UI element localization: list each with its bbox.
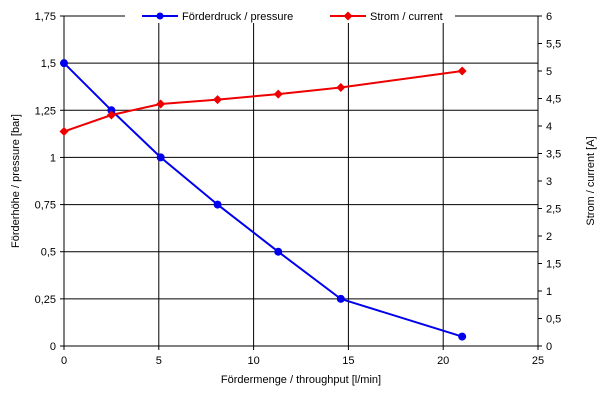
y2-tick-label: 2,5 [546,204,561,216]
y2-tick-label: 6 [546,11,552,23]
data-point [106,110,116,120]
y-tick-label: 1,75 [35,11,56,23]
legend-label-current: Strom / current [370,11,443,23]
y-tick-label: 0 [50,341,56,353]
grid [64,16,538,346]
data-point [274,247,283,256]
series [59,59,467,341]
x-axis-title: Fördermenge / throughput [l/min] [221,374,381,386]
y2-tick-label: 1,5 [546,259,561,271]
data-point [458,332,467,341]
y2-tick-label: 0 [546,341,552,353]
legend-marker-current [343,11,353,21]
data-point [273,89,283,99]
data-point [60,59,68,68]
data-point [156,153,165,162]
y-axis-title: Förderhöhe / pressure [bar] [10,114,22,248]
y-tick-label: 1,25 [35,105,56,117]
y2-tick-label: 4,5 [546,94,561,106]
y-tick-label: 0,75 [35,200,56,212]
series-pressure [60,59,467,341]
y-tick-label: 1,5 [41,58,56,70]
y2-tick-label: 3,5 [546,149,561,161]
y2-axis-title: Strom / current [A] [585,136,597,225]
data-point [59,127,69,136]
legend: Förderdruck / pressure Strom / current [125,9,455,23]
x-tick-label: 25 [532,355,544,367]
y2-tick-label: 5 [546,66,552,78]
y-tick-label: 0,5 [41,247,56,259]
x-tick-label: 0 [61,355,67,367]
legend-marker-pressure [156,12,164,20]
x-tick-label: 15 [342,355,354,367]
data-point [336,83,346,92]
data-point [156,99,166,109]
data-point [213,95,223,105]
y2-tick-label: 4 [546,121,552,133]
data-point [457,66,467,76]
x-tick-label: 5 [156,355,162,367]
legend-background [125,9,455,23]
y2-tick-label: 1 [546,286,552,298]
y2-tick-label: 5,5 [546,39,561,51]
y2-tick-label: 2 [546,231,552,243]
data-point [213,200,222,209]
y-tick-label: 0,25 [35,294,56,306]
x-tick-label: 10 [247,355,259,367]
axis-ticks: 0 0,25 0,5 0,75 1 1,25 1,5 1,75 0 0,5 1 1,5 2 2,5 3 3,5… [35,11,562,367]
y-tick-label: 1 [50,152,56,164]
data-point [336,294,345,303]
y2-tick-label: 3 [546,176,552,188]
x-tick-label: 20 [437,355,449,367]
legend-label-pressure: Förderdruck / pressure [182,11,293,23]
series-current [59,66,467,136]
data-point [107,106,116,115]
y2-tick-label: 0,5 [546,314,561,326]
